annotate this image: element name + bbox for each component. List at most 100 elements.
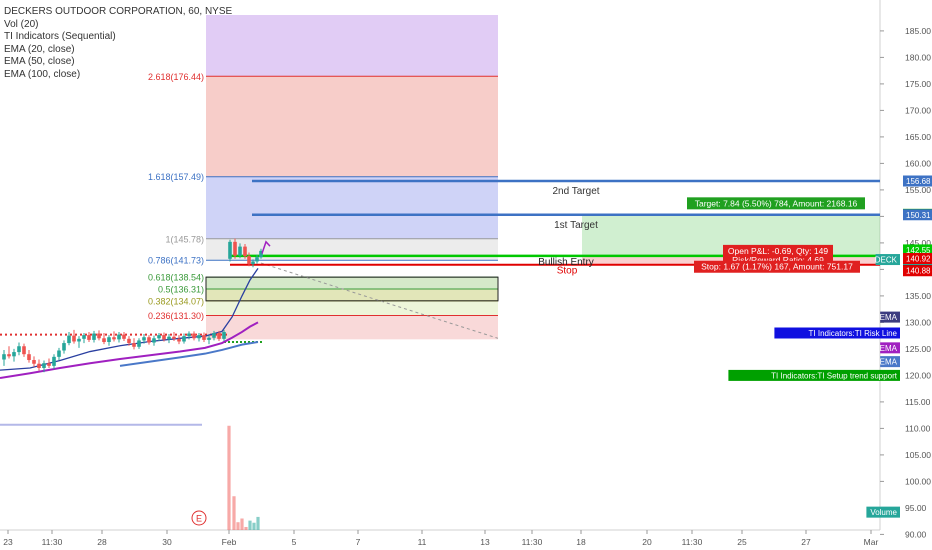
- price-tag-bg: [903, 175, 932, 187]
- fib-zone-1: [206, 76, 498, 177]
- candle-body: [152, 338, 156, 343]
- candle-body: [197, 335, 201, 339]
- y-tick-label: 110.00: [905, 423, 931, 433]
- volume-bar: [240, 518, 244, 530]
- fib-level-label: 0.786(141.73): [148, 256, 204, 266]
- y-tick-label: 170.00: [905, 105, 931, 115]
- rr-stop-label-bg: [694, 260, 860, 273]
- y-tick-label: 180.00: [905, 52, 931, 62]
- fib-zone-5: [206, 277, 498, 289]
- fib-zone-6: [206, 288, 498, 301]
- indicator-label-bg: [774, 327, 900, 339]
- indicator-label: EMA: [880, 358, 898, 367]
- candle-body: [217, 333, 221, 339]
- indicator-label: DECK: [875, 256, 898, 265]
- fib-highlight-box: [205, 276, 499, 302]
- volume-bar: [236, 522, 240, 530]
- x-tick-label: 11:30: [522, 537, 543, 547]
- candle-body: [147, 337, 151, 343]
- candle-body: [22, 346, 26, 355]
- fib-level-label: 0.236(131.30): [148, 311, 204, 321]
- candle-body: [222, 331, 226, 339]
- candle-body: [7, 354, 11, 357]
- candle-body: [207, 337, 211, 340]
- fib-level-label: 1(145.78): [165, 234, 204, 244]
- candle-body: [137, 340, 141, 347]
- candle-body: [97, 333, 101, 339]
- x-tick-label: 25: [737, 537, 747, 547]
- indicator-label-bg: [880, 311, 900, 323]
- candle-body: [187, 333, 191, 337]
- indicator-label: TI Indicators:TI Setup trend support: [771, 371, 898, 380]
- candle-body: [82, 335, 86, 339]
- y-tick-label: 120.00: [905, 370, 931, 380]
- price-tag-bg: [903, 244, 932, 256]
- candle-body: [117, 334, 121, 340]
- y-tick-label: 130.00: [905, 317, 931, 327]
- candle-body: [12, 352, 16, 357]
- y-tick-label: 115.00: [905, 397, 931, 407]
- fib-level-label: 0.618(138.54): [148, 273, 204, 283]
- volume-bar: [227, 425, 231, 530]
- y-tick-label: 165.00: [905, 132, 931, 142]
- candle-body: [157, 335, 161, 339]
- indicator-label: EMA: [880, 313, 898, 322]
- candle-body: [42, 363, 46, 368]
- candle-body: [32, 360, 36, 364]
- volume-bar: [252, 522, 256, 530]
- y-tick-label: 90.00: [905, 529, 927, 539]
- price-tag: 150.31: [906, 211, 931, 220]
- candle-body: [127, 338, 131, 344]
- x-tick-label: 11: [418, 537, 427, 547]
- indicator-label: TI Indicators:TI Risk Line: [809, 329, 898, 338]
- y-tick-label: 155.00: [905, 185, 931, 195]
- fib-level-label: 2.618(176.44): [148, 72, 204, 82]
- legend-ema-100: EMA (100, close): [4, 68, 81, 80]
- ema-100-line: [119, 341, 259, 367]
- rr-target-label: Target: 7.84 (5.50%) 784, Amount: 2168.1…: [695, 198, 858, 208]
- candle-body: [202, 335, 206, 340]
- candle-body: [62, 343, 66, 351]
- fib-zone-7: [206, 300, 498, 316]
- x-tick-label: 11:30: [42, 537, 63, 547]
- price-tag: 140.88: [906, 267, 931, 276]
- x-tick-label: 27: [801, 537, 811, 547]
- indicator-label-bg: [880, 356, 900, 368]
- candle-body: [177, 338, 181, 342]
- candle-body: [228, 241, 232, 259]
- legend-title: DECKERS OUTDOOR CORPORATION, 60, NYSE: [4, 6, 233, 17]
- stop-label: Stop: [557, 266, 578, 277]
- candle-body: [243, 246, 247, 257]
- indicator-label-bg: [728, 369, 900, 381]
- ema-tail: [261, 240, 271, 254]
- x-tick-label: 7: [356, 537, 361, 547]
- x-tick-label: 30: [162, 537, 172, 547]
- earnings-marker: E: [196, 514, 202, 524]
- rr-stop-label: Stop: 1.67 (1.17%) 167, Amount: 751.17: [701, 262, 853, 272]
- candle-body: [102, 338, 106, 343]
- y-tick-label: 135.00: [905, 291, 931, 301]
- x-tick-label: 5: [292, 537, 297, 547]
- candle-body: [57, 350, 61, 357]
- candle-body: [251, 261, 255, 265]
- candle-body: [67, 335, 71, 344]
- candle-body: [259, 250, 263, 258]
- x-tick-label: 23: [3, 537, 13, 547]
- fib-level-label: 0.382(134.07): [148, 296, 204, 306]
- candle-body: [172, 336, 176, 339]
- legend-ti-indicators: TI Indicators (Sequential): [4, 31, 116, 43]
- legend-ema-50: EMA (50, close): [4, 56, 75, 68]
- candle-body: [72, 335, 76, 342]
- y-tick-label: 125.00: [905, 344, 931, 354]
- legend-ema-20: EMA (20, close): [4, 43, 75, 55]
- volume-bar: [256, 516, 260, 530]
- candle-body: [27, 354, 31, 361]
- candle-body: [92, 333, 96, 340]
- price-tag-bg: [903, 253, 932, 265]
- y-tick-label: 160.00: [905, 158, 931, 168]
- y-tick-label: 100.00: [905, 476, 931, 486]
- candle-body: [107, 337, 111, 343]
- x-tick-label: Feb: [222, 537, 237, 547]
- fib-zone-0: [206, 15, 498, 77]
